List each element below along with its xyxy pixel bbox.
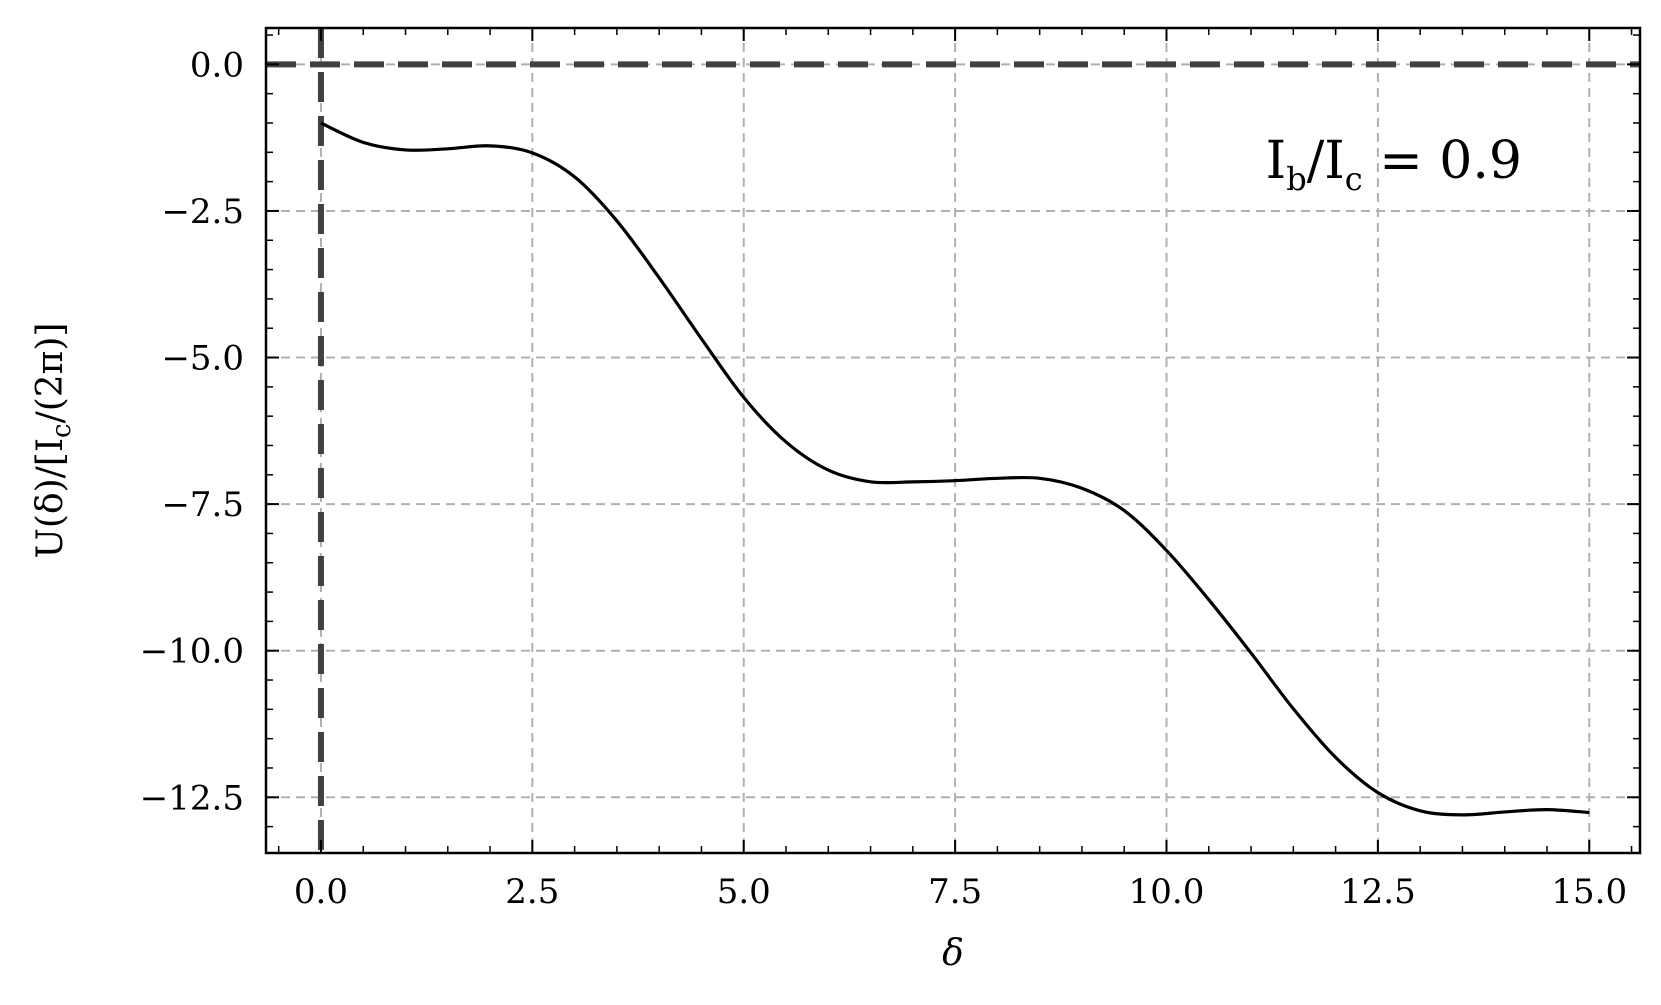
annotation: Ib/Ic = 0.9 [1266,131,1522,198]
y-axis-label-sub: c [47,423,77,438]
y-tick-label: −5.0 [161,339,244,379]
x-tick-label: 2.5 [505,872,559,912]
x-axis-label: δ [942,933,964,974]
x-tick-label: 5.0 [717,872,771,912]
y-axis-label-post: /(2π)] [30,323,71,424]
y-axis-label-pre: U(δ)/[I [30,438,71,559]
x-tick-label: 0.0 [294,872,348,912]
annotation-p1: I [1266,131,1287,191]
ticks [266,28,1640,853]
y-tick-label: 0.0 [190,45,244,85]
y-tick-label: −7.5 [161,485,244,525]
reference-lines [266,28,1640,853]
y-tick-label: −2.5 [161,192,244,232]
annotation-p3: = 0.9 [1363,131,1522,191]
x-tick-label: 12.5 [1340,872,1416,912]
x-tick-label: 7.5 [928,872,982,912]
annotation-p2: /I [1307,131,1345,191]
x-tick-label: 15.0 [1551,872,1627,912]
annotation-sub2: c [1345,160,1363,198]
annotation-sub1: b [1286,160,1306,198]
series-line-0 [320,121,1590,817]
series-group [320,121,1590,817]
x-tick-label: 10.0 [1129,872,1205,912]
y-axis-label: U(δ)/[Ic/(2π)] [30,323,77,559]
y-tick-label: −12.5 [140,778,244,818]
plot-frame [264,26,1642,855]
y-tick-label: −10.0 [140,632,244,672]
tick-labels: 0.0 2.5 5.0 7.5 10.0 12.5 15.0 0.0 −2.5 −5.0 −7.5 −… [140,45,1627,912]
